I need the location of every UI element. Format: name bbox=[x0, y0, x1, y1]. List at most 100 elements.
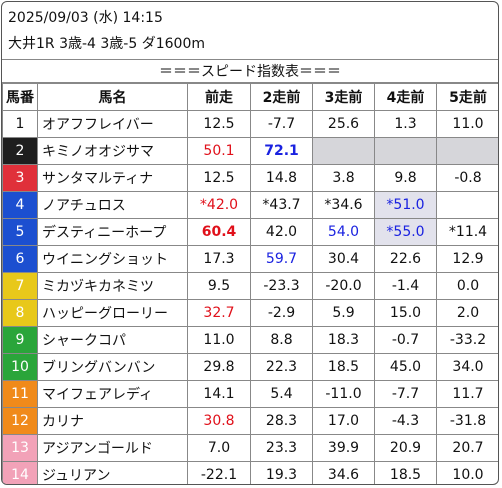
speed-cell: 3.8 bbox=[312, 164, 375, 192]
col-header-3back: 3走前 bbox=[312, 83, 375, 111]
horse-number: 11 bbox=[2, 380, 38, 408]
speed-cell: -0.8 bbox=[436, 164, 498, 192]
speed-cell: *42.0 bbox=[187, 191, 251, 219]
speed-cell: 9.8 bbox=[374, 164, 437, 192]
speed-cell: -31.8 bbox=[436, 407, 498, 435]
horse-number: 14 bbox=[2, 461, 38, 484]
horse-number: 7 bbox=[2, 272, 38, 300]
speed-cell: *43.7 bbox=[250, 191, 313, 219]
race-info: 大井1R 3歳-4 3歳-5 ダ1600m bbox=[8, 36, 205, 52]
speed-cell: 10.0 bbox=[436, 461, 498, 484]
col-header-name: 馬名 bbox=[37, 83, 188, 111]
speed-cell: -20.0 bbox=[312, 272, 375, 300]
speed-cell: 39.9 bbox=[312, 434, 375, 462]
table-title: ＝＝＝スピード指数表＝＝＝ bbox=[2, 59, 498, 83]
speed-cell: 34.6 bbox=[312, 461, 375, 484]
table-row: 3 サンタマルティナ 12.5 14.8 3.8 9.8 -0.8 bbox=[2, 164, 498, 192]
speed-cell bbox=[436, 191, 498, 219]
speed-cell: 11.0 bbox=[187, 326, 251, 354]
speed-cell: -0.7 bbox=[374, 326, 437, 354]
speed-cell: -22.1 bbox=[187, 461, 251, 484]
horse-number: 4 bbox=[2, 191, 38, 219]
speed-cell: 25.6 bbox=[312, 110, 375, 138]
speed-cell-empty bbox=[312, 137, 375, 165]
horse-number: 3 bbox=[2, 164, 38, 192]
speed-cell: 15.0 bbox=[374, 299, 437, 327]
speed-cell: 23.3 bbox=[250, 434, 313, 462]
speed-cell: 5.4 bbox=[250, 380, 313, 408]
speed-cell: -33.2 bbox=[436, 326, 498, 354]
speed-cell: 20.7 bbox=[436, 434, 498, 462]
col-header-last: 前走 bbox=[187, 83, 251, 111]
speed-cell: 19.3 bbox=[250, 461, 313, 484]
speed-cell: 34.0 bbox=[436, 353, 498, 381]
speed-cell: 17.0 bbox=[312, 407, 375, 435]
speed-cell-empty bbox=[436, 137, 498, 165]
speed-cell: *55.0 bbox=[374, 218, 437, 246]
speed-cell: -4.3 bbox=[374, 407, 437, 435]
horse-name: シャークコパ bbox=[37, 326, 188, 354]
speed-cell: *34.6 bbox=[312, 191, 375, 219]
horse-number: 1 bbox=[2, 110, 38, 138]
table-row: 8 ハッピーグローリー 32.7 -2.9 5.9 15.0 2.0 bbox=[2, 299, 498, 327]
speed-cell: 20.9 bbox=[374, 434, 437, 462]
speed-cell: 12.5 bbox=[187, 110, 251, 138]
horse-name: マイフェアレディ bbox=[37, 380, 188, 408]
speed-cell: *11.4 bbox=[436, 218, 498, 246]
speed-cell: -2.9 bbox=[250, 299, 313, 327]
speed-cell: 72.1 bbox=[250, 137, 313, 165]
speed-cell: 32.7 bbox=[187, 299, 251, 327]
horse-name: ブリングバンバン bbox=[37, 353, 188, 381]
race-datetime: 2025/09/03 (水) 14:15 bbox=[8, 10, 163, 26]
speed-cell: 28.3 bbox=[250, 407, 313, 435]
speed-cell-empty bbox=[374, 137, 437, 165]
table-row: 12 カリナ 30.8 28.3 17.0 -4.3 -31.8 bbox=[2, 407, 498, 435]
speed-cell: 59.7 bbox=[250, 245, 313, 273]
table-row: 7 ミカヅキカネミツ 9.5 -23.3 -20.0 -1.4 0.0 bbox=[2, 272, 498, 300]
speed-cell: 11.7 bbox=[436, 380, 498, 408]
table-row: 9 シャークコパ 11.0 8.8 18.3 -0.7 -33.2 bbox=[2, 326, 498, 354]
speed-cell: 18.5 bbox=[312, 353, 375, 381]
speed-cell: 18.3 bbox=[312, 326, 375, 354]
speed-cell: -7.7 bbox=[250, 110, 313, 138]
speed-cell: 7.0 bbox=[187, 434, 251, 462]
speed-cell: 5.9 bbox=[312, 299, 375, 327]
speed-cell: 22.3 bbox=[250, 353, 313, 381]
speed-cell: 9.5 bbox=[187, 272, 251, 300]
horse-number: 13 bbox=[2, 434, 38, 462]
horse-number: 5 bbox=[2, 218, 38, 246]
table-row: 10 ブリングバンバン 29.8 22.3 18.5 45.0 34.0 bbox=[2, 353, 498, 381]
horse-name: オアフフレイバー bbox=[37, 110, 188, 138]
speed-cell: 8.8 bbox=[250, 326, 313, 354]
horse-name: ジュリアン bbox=[37, 461, 188, 484]
speed-cell: 12.5 bbox=[187, 164, 251, 192]
speed-cell: -23.3 bbox=[250, 272, 313, 300]
speed-cell: 14.8 bbox=[250, 164, 313, 192]
col-header-2back: 2走前 bbox=[250, 83, 313, 111]
horse-number: 10 bbox=[2, 353, 38, 381]
speed-index-table: 馬番 馬名 前走 2走前 3走前 4走前 5走前 1 オアフフレイバー 12.5… bbox=[2, 83, 498, 484]
table-row: 1 オアフフレイバー 12.5 -7.7 25.6 1.3 11.0 bbox=[2, 110, 498, 138]
speed-cell: 12.9 bbox=[436, 245, 498, 273]
horse-number: 2 bbox=[2, 137, 38, 165]
table-row: 6 ウイニングショット 17.3 59.7 30.4 22.6 12.9 bbox=[2, 245, 498, 273]
table-row: 4 ノアチュロス *42.0 *43.7 *34.6 *51.0 bbox=[2, 191, 498, 219]
horse-number: 8 bbox=[2, 299, 38, 327]
speed-cell: -7.7 bbox=[374, 380, 437, 408]
horse-number: 9 bbox=[2, 326, 38, 354]
table-header-row: 馬番 馬名 前走 2走前 3走前 4走前 5走前 bbox=[2, 83, 498, 111]
horse-number: 12 bbox=[2, 407, 38, 435]
horse-name: デスティニーホープ bbox=[37, 218, 188, 246]
horse-name: アジアンゴールド bbox=[37, 434, 188, 462]
horse-name: ミカヅキカネミツ bbox=[37, 272, 188, 300]
speed-cell: 17.3 bbox=[187, 245, 251, 273]
col-header-number: 馬番 bbox=[2, 83, 38, 111]
speed-cell: 22.6 bbox=[374, 245, 437, 273]
speed-cell: *51.0 bbox=[374, 191, 437, 219]
col-header-4back: 4走前 bbox=[374, 83, 437, 111]
speed-cell: 11.0 bbox=[436, 110, 498, 138]
speed-cell: -11.0 bbox=[312, 380, 375, 408]
speed-cell: 2.0 bbox=[436, 299, 498, 327]
horse-name: サンタマルティナ bbox=[37, 164, 188, 192]
horse-number: 6 bbox=[2, 245, 38, 273]
